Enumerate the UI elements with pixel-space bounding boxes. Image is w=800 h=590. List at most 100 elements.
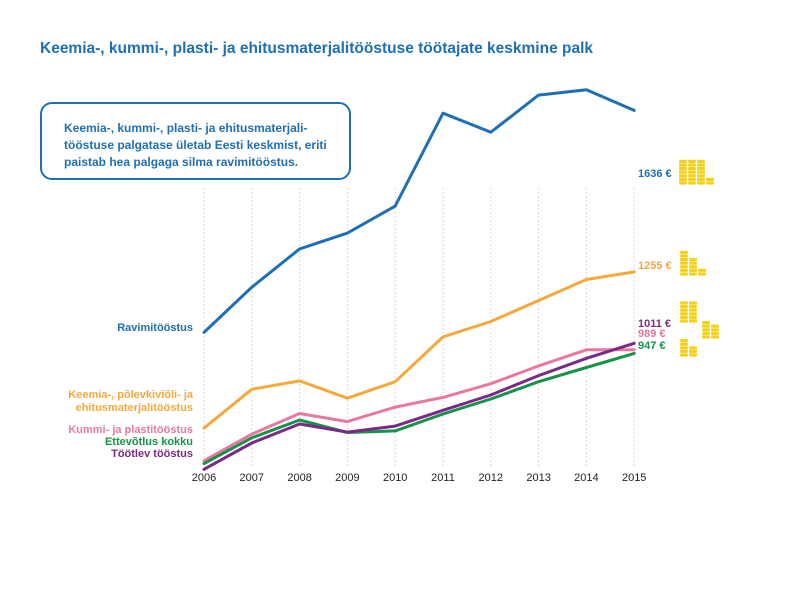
coin-stack-icon	[689, 258, 697, 276]
coin-stack-icon	[680, 339, 688, 357]
callout-line: Keemia-, kummi-, plasti- ja ehitusmaterj…	[64, 121, 308, 135]
coin	[680, 268, 688, 272]
end-value-label: 1255 €	[638, 260, 672, 272]
x-axis-ticks: 2006 2007 2008 2009 2010 2011 2012 2013 2014 2015	[192, 472, 647, 484]
end-value-label: 1636 €	[638, 168, 672, 180]
x-tick-label: 2008	[287, 472, 311, 484]
series-label: Keemia-, põlevkiviõli- ja	[68, 389, 194, 401]
x-tick-label: 2007	[240, 472, 264, 484]
series-label: Ettevõtlus kokku	[105, 436, 193, 448]
series-label: ehitusmaterjalitööstus	[76, 402, 193, 414]
coin	[689, 353, 697, 357]
callout-line: tööstuse palgatase ületab Eesti keskmist…	[64, 138, 327, 152]
coin	[688, 174, 696, 178]
coin	[689, 258, 697, 262]
coin	[711, 328, 719, 332]
coin	[711, 335, 719, 339]
page-title: Keemia-, kummi-, plasti- ja ehitusmaterj…	[40, 40, 594, 57]
x-tick-label: 2013	[526, 472, 550, 484]
end-value-label: 989 €	[638, 328, 666, 340]
coin	[702, 331, 710, 335]
series-line	[202, 270, 636, 430]
x-tick-label: 2012	[479, 472, 503, 484]
coin	[688, 170, 696, 174]
coin	[679, 163, 687, 167]
coin	[679, 167, 687, 171]
coin	[680, 265, 688, 269]
coin	[680, 339, 688, 343]
coin	[689, 265, 697, 269]
coin	[689, 308, 697, 312]
coin	[680, 272, 688, 276]
series-lines	[202, 88, 636, 471]
end-value-labels: 1636 € 1255 € 989 €947 € 1011 €	[638, 168, 672, 352]
coin-stack-icon	[702, 321, 710, 339]
coin	[689, 261, 697, 265]
coin	[689, 272, 697, 276]
coin	[688, 181, 696, 185]
coin	[680, 250, 688, 254]
coin	[679, 170, 687, 174]
coin	[680, 353, 688, 357]
coin	[697, 177, 705, 181]
coin	[679, 181, 687, 185]
series-line	[202, 341, 636, 471]
coin	[689, 301, 697, 305]
coin	[679, 174, 687, 178]
coin	[697, 167, 705, 171]
coin	[688, 159, 696, 163]
callout-line: paistab hea palgaga silma ravimitööstus.	[64, 155, 299, 169]
series-line	[202, 351, 636, 466]
series-label: Kummi- ja plastitööstus	[68, 424, 193, 436]
coin	[679, 159, 687, 163]
coin	[680, 349, 688, 353]
coin	[697, 170, 705, 174]
coin-stack-icon	[679, 159, 687, 185]
callout-box: Keemia-, kummi-, plasti- ja ehitusmaterj…	[40, 102, 351, 180]
x-tick-label: 2011	[431, 472, 455, 484]
coin	[680, 305, 688, 309]
coin-stack-icon	[706, 177, 714, 185]
coin-stack-icon	[689, 301, 697, 323]
coin	[679, 177, 687, 181]
coin	[689, 319, 697, 323]
coin	[688, 177, 696, 181]
coin	[688, 163, 696, 167]
coin	[702, 324, 710, 328]
x-tick-label: 2014	[574, 472, 598, 484]
coin	[698, 272, 706, 276]
end-value-label: 947 €	[638, 340, 666, 352]
coin-stack-icon	[697, 159, 705, 185]
coin	[702, 328, 710, 332]
coin	[680, 312, 688, 316]
coin-stack-icon	[680, 301, 688, 323]
series-labels: Ravimitööstus Keemia-, põlevkiviõli- jaeh…	[68, 322, 194, 460]
coin-stack-icon	[698, 268, 706, 276]
coin-icons	[679, 159, 719, 357]
coin	[697, 159, 705, 163]
coin	[706, 177, 714, 181]
coin	[711, 324, 719, 328]
coin	[698, 268, 706, 272]
coin	[689, 268, 697, 272]
series-label: Töötlev tööstus	[111, 448, 193, 460]
coin	[680, 346, 688, 350]
series-line	[202, 88, 636, 334]
x-tick-label: 2006	[192, 472, 216, 484]
coin	[702, 321, 710, 325]
coin	[680, 319, 688, 323]
coin	[680, 254, 688, 258]
coin-stack-icon	[711, 324, 719, 339]
coin	[697, 181, 705, 185]
coin-stack-icon	[680, 250, 688, 276]
coin	[680, 258, 688, 262]
x-tick-label: 2015	[622, 472, 646, 484]
coin	[689, 349, 697, 353]
coin	[697, 163, 705, 167]
coin	[689, 346, 697, 350]
end-value-label: 1011 €	[638, 318, 671, 330]
coin	[697, 174, 705, 178]
coin	[702, 335, 710, 339]
coin-stack-icon	[689, 346, 697, 357]
